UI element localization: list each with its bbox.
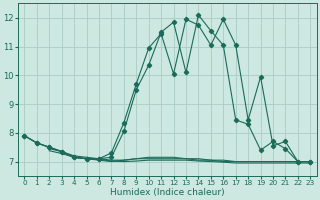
X-axis label: Humidex (Indice chaleur): Humidex (Indice chaleur): [110, 188, 225, 197]
